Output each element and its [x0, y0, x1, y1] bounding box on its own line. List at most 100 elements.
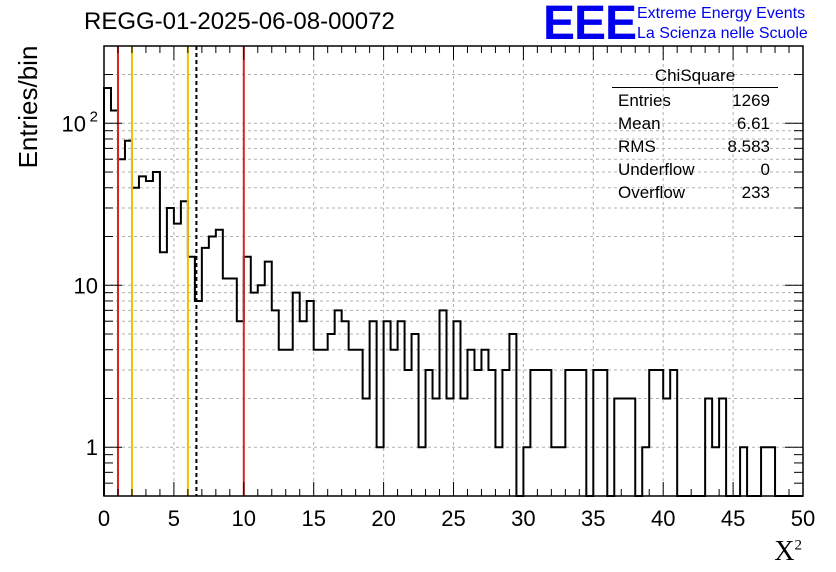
logo-mark: EEE: [543, 0, 636, 51]
histogram-bar: [286, 350, 293, 496]
histogram-bar: [111, 110, 118, 496]
histogram-bar: [440, 310, 447, 496]
histogram-bar: [761, 447, 768, 496]
stats-label: Mean: [618, 114, 661, 137]
histogram-bar: [495, 447, 502, 496]
stats-value: 0: [761, 160, 770, 183]
histogram-bar: [146, 181, 153, 496]
histogram-bar: [279, 350, 286, 496]
x-tick-label: 20: [371, 506, 395, 531]
x-tick-label: 10: [232, 506, 256, 531]
histogram-bar: [356, 350, 363, 496]
histogram-bar: [488, 370, 495, 496]
histogram-bar: [712, 447, 719, 496]
stats-label: RMS: [618, 137, 656, 160]
histogram-bar: [502, 370, 509, 496]
histogram-bar: [181, 201, 188, 496]
histogram-bar: [118, 159, 125, 496]
histogram-bar: [300, 321, 307, 496]
x-tick-label: 0: [98, 506, 110, 531]
histogram-bar: [160, 252, 167, 496]
histogram-bar: [419, 447, 426, 496]
logo-line-1: Extreme Energy Events: [637, 5, 805, 23]
histogram-bar: [454, 321, 461, 496]
histogram-bar: [467, 350, 474, 496]
histogram-bar: [551, 447, 558, 496]
logo-line-2: La Scienza nelle Scuole: [637, 25, 808, 43]
histogram-bar: [593, 370, 600, 496]
histogram-bar: [405, 370, 412, 496]
x-axis-label-base: X: [774, 536, 794, 567]
histogram-bar: [509, 334, 516, 496]
histogram-bar: [579, 370, 586, 496]
stats-value: 8.583: [727, 137, 770, 160]
histogram-bar: [132, 188, 139, 496]
stats-row: RMS 8.583: [612, 137, 778, 160]
stats-row: Overflow 233: [612, 183, 778, 206]
y-tick-label: 1: [86, 435, 98, 460]
histogram-bar: [656, 370, 663, 496]
histogram-bar: [412, 334, 419, 496]
histogram-bar: [426, 370, 433, 496]
histogram-bar: [523, 447, 530, 496]
x-tick-label: 35: [581, 506, 605, 531]
histogram-bar: [481, 350, 488, 496]
x-tick-label: 40: [651, 506, 675, 531]
histogram-bar: [377, 447, 384, 496]
x-axis-label-sup: 2: [795, 538, 803, 554]
stats-row: Mean 6.61: [612, 114, 778, 137]
stats-value: 233: [742, 183, 770, 206]
y-tick-label: 10: [62, 111, 86, 136]
stats-rows: Entries 1269 Mean 6.61 RMS 8.583 Underflow 0 Ove…: [612, 91, 778, 206]
histogram-bar: [328, 334, 335, 496]
x-tick-label: 15: [301, 506, 325, 531]
stats-label: Underflow: [618, 160, 695, 183]
y-axis-label: Entries/bin: [13, 27, 43, 187]
histogram-bar: [265, 262, 272, 496]
histogram-bar: [342, 321, 349, 496]
histogram-bar: [649, 370, 656, 496]
histogram-bar: [398, 321, 405, 496]
x-tick-label: 5: [168, 506, 180, 531]
stats-row: Underflow 0: [612, 160, 778, 183]
histogram-bar: [237, 321, 244, 496]
histogram-bar: [125, 141, 132, 496]
histogram-bar: [530, 370, 537, 496]
x-tick-label: 30: [511, 506, 535, 531]
stats-value: 6.61: [737, 114, 770, 137]
histogram-bar: [670, 370, 677, 496]
histogram-bar: [335, 310, 342, 496]
x-tick-label: 25: [441, 506, 465, 531]
histogram-bar: [174, 224, 181, 496]
histogram-bar: [223, 279, 230, 496]
histogram-bar: [544, 370, 551, 496]
histogram-bar: [558, 447, 565, 496]
histogram-bar: [600, 370, 607, 496]
histogram-bar: [258, 285, 265, 496]
histogram-bar: [139, 176, 146, 496]
plot-title: REGG-01-2025-06-08-00072: [84, 8, 395, 36]
histogram-bar: [167, 208, 174, 496]
stats-box: ChiSquare Entries 1269 Mean 6.61 RMS 8.583 Und…: [612, 66, 778, 206]
histogram-bar: [391, 350, 398, 496]
histogram-bar: [572, 370, 579, 496]
stats-row: Entries 1269: [612, 91, 778, 114]
histogram-bar: [314, 350, 321, 496]
histogram-bar: [230, 279, 237, 496]
histogram-bar: [740, 447, 747, 496]
histogram-bar: [104, 88, 111, 496]
stats-title: ChiSquare: [612, 66, 778, 88]
histogram-bar: [565, 370, 572, 496]
stats-label: Overflow: [618, 183, 685, 206]
y-tick-label-exp: 2: [90, 108, 98, 125]
histogram-bar: [251, 293, 258, 496]
x-tick-label: 50: [791, 506, 815, 531]
reference-lines: [118, 46, 244, 496]
histogram-bar: [768, 447, 775, 496]
histogram-bar: [642, 447, 649, 496]
histogram-bar: [216, 230, 223, 496]
histogram-bar: [209, 237, 216, 496]
x-tick-label: 45: [721, 506, 745, 531]
histogram-bar: [272, 310, 279, 496]
x-axis-label: X2: [774, 536, 802, 568]
